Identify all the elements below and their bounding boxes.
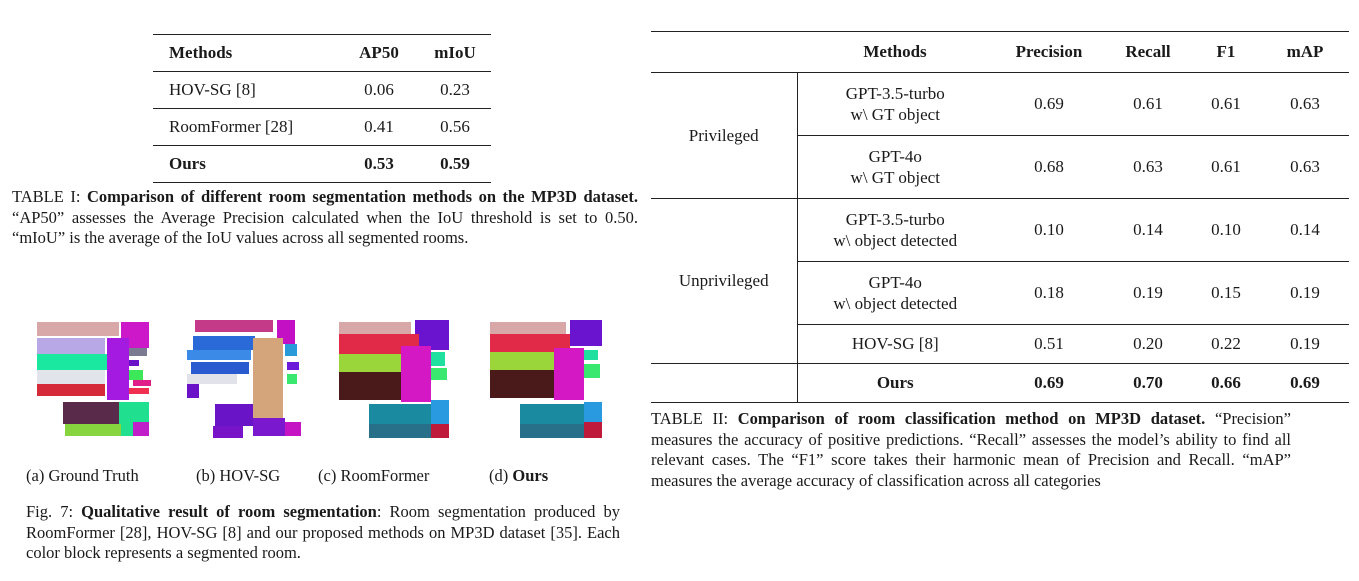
table-row: RoomFormer [28] 0.41 0.56: [153, 108, 491, 146]
t2-group-unprivileged: Unprivileged: [651, 198, 797, 364]
t1-header-ap50: AP50: [339, 34, 419, 72]
table-row: Unprivileged GPT-3.5-turbo w\ object dete…: [651, 198, 1349, 364]
t1-cell: 0.41: [339, 108, 419, 146]
t2-group-empty: [651, 363, 797, 403]
subfigure-label-d-prefix: (d): [489, 466, 513, 485]
fig7-caption-text: : Room segmentation produced by RoomForm…: [26, 502, 620, 562]
t1-cell: 0.59: [419, 145, 491, 183]
t1-cell: Ours: [153, 145, 339, 183]
t1-header-miou: mIoU: [419, 34, 491, 72]
t2-method-detail: w\ GT object: [850, 105, 940, 124]
segmentation-ours: [490, 318, 608, 438]
t1-caption-label: TABLE I:: [12, 187, 81, 206]
t2-cell: 0.68: [993, 135, 1105, 199]
t2-method-detail: w\ object detected: [833, 294, 958, 313]
t2-cell: 0.22: [1191, 324, 1261, 364]
t2-cell: 0.19: [1105, 261, 1191, 325]
t2-cell: 0.20: [1105, 324, 1191, 364]
t2-cell: 0.19: [1261, 324, 1349, 364]
table-row: Ours 0.53 0.59: [153, 145, 491, 183]
fig7-caption-label: Fig. 7:: [26, 502, 74, 521]
subfigure-label-d-ours: Ours: [512, 466, 549, 485]
t2-header-recall: Recall: [1105, 31, 1191, 73]
table-row: Ours 0.69 0.70 0.66 0.69: [651, 363, 1349, 403]
t2-cell: 0.66: [1191, 363, 1261, 403]
t2-method-name: GPT-3.5-turbo: [845, 210, 945, 229]
t2-method-detail: w\ object detected: [833, 231, 958, 250]
t2-cell: 0.10: [1191, 198, 1261, 262]
table-2-caption: TABLE II: Comparison of room classificat…: [651, 409, 1291, 491]
table-row: Privileged GPT-3.5-turbo w\ GT object 0.6…: [651, 72, 1349, 199]
t2-cell: 0.69: [1261, 363, 1349, 403]
t2-method-name: GPT-3.5-turbo: [845, 84, 945, 103]
t2-cell: 0.61: [1191, 135, 1261, 199]
t2-header-map: mAP: [1261, 31, 1349, 73]
figure-7-caption: Fig. 7: Qualitative result of room segme…: [26, 502, 620, 564]
t2-group-privileged: Privileged: [651, 72, 797, 199]
t1-cell: 0.23: [419, 71, 491, 109]
t2-cell: 0.70: [1105, 363, 1191, 403]
t2-cell: 0.14: [1105, 198, 1191, 262]
t2-caption-text: “Precision” measures the accuracy of pos…: [651, 409, 1291, 490]
t2-cell: 0.69: [993, 363, 1105, 403]
t2-header-methods: Methods: [797, 31, 993, 73]
t1-cell: RoomFormer [28]: [153, 108, 339, 146]
t1-header-methods: Methods: [153, 34, 339, 72]
t1-cell: 0.56: [419, 108, 491, 146]
segmentation-roomformer: [339, 318, 457, 438]
table-1-caption: TABLE I: Comparison of different room se…: [12, 187, 638, 249]
t2-header-precision: Precision: [993, 31, 1105, 73]
t2-cell: 0.14: [1261, 198, 1349, 262]
t2-cell: 0.51: [993, 324, 1105, 364]
t2-cell: 0.10: [993, 198, 1105, 262]
t2-method-cell: GPT-4o w\ object detected: [796, 261, 993, 325]
table-row: GPT-4o w\ GT object 0.68 0.63 0.61 0.63: [651, 135, 1349, 199]
segmentation-ground-truth: [37, 318, 155, 438]
t2-method-cell: Ours: [796, 363, 993, 403]
t2-header-f1: F1: [1191, 31, 1261, 73]
t2-method-cell: GPT-3.5-turbo w\ GT object: [796, 72, 993, 136]
t2-method-name: GPT-4o: [868, 147, 922, 166]
t2-method-cell: GPT-4o w\ GT object: [796, 135, 993, 199]
t1-caption-text: “AP50” assesses the Average Precision ca…: [12, 207, 638, 248]
t2-caption-bold: Comparison of room classification method…: [737, 409, 1206, 428]
t2-cell: 0.63: [1261, 72, 1349, 136]
t2-cell: 0.61: [1191, 72, 1261, 136]
t1-cell: 0.06: [339, 71, 419, 109]
t2-method-cell: GPT-3.5-turbo w\ object detected: [796, 198, 993, 262]
t2-cell: 0.61: [1105, 72, 1191, 136]
table-row: GPT-4o w\ object detected 0.18 0.19 0.15 …: [651, 261, 1349, 325]
subfigure-label-d: (d) Ours: [489, 466, 548, 486]
t1-cell: HOV-SG [8]: [153, 71, 339, 109]
fig7-caption-bold: Qualitative result of room segmentation: [81, 502, 377, 521]
table-row: HOV-SG [8] 0.06 0.23: [153, 71, 491, 109]
t2-method-cell: HOV-SG [8]: [796, 324, 993, 364]
t2-header-group: [651, 31, 797, 73]
subfigure-label-b: (b) HOV-SG: [196, 466, 281, 485]
t2-method-name: GPT-4o: [868, 273, 922, 292]
t2-cell: 0.15: [1191, 261, 1261, 325]
t2-caption-label: TABLE II:: [651, 409, 729, 428]
t2-cell: 0.18: [993, 261, 1105, 325]
t2-method-detail: w\ GT object: [850, 168, 940, 187]
t2-cell: 0.63: [1261, 135, 1349, 199]
table-2: Methods Precision Recall F1 mAP Privileg…: [651, 31, 1349, 403]
table-row: HOV-SG [8] 0.51 0.20 0.22 0.19: [651, 324, 1349, 364]
subfigure-label-a: (a) Ground Truth: [26, 466, 139, 485]
t1-cell: 0.53: [339, 145, 419, 183]
t2-cell: 0.69: [993, 72, 1105, 136]
table-1: Methods AP50 mIoU HOV-SG [8] 0.06 0.23 R…: [153, 34, 491, 183]
t2-cell: 0.19: [1261, 261, 1349, 325]
t1-caption-bold: Comparison of different room segmentatio…: [87, 187, 638, 206]
subfigure-label-c: (c) RoomFormer: [318, 466, 430, 485]
segmentation-hov-sg: [187, 318, 305, 438]
t2-cell: 0.63: [1105, 135, 1191, 199]
